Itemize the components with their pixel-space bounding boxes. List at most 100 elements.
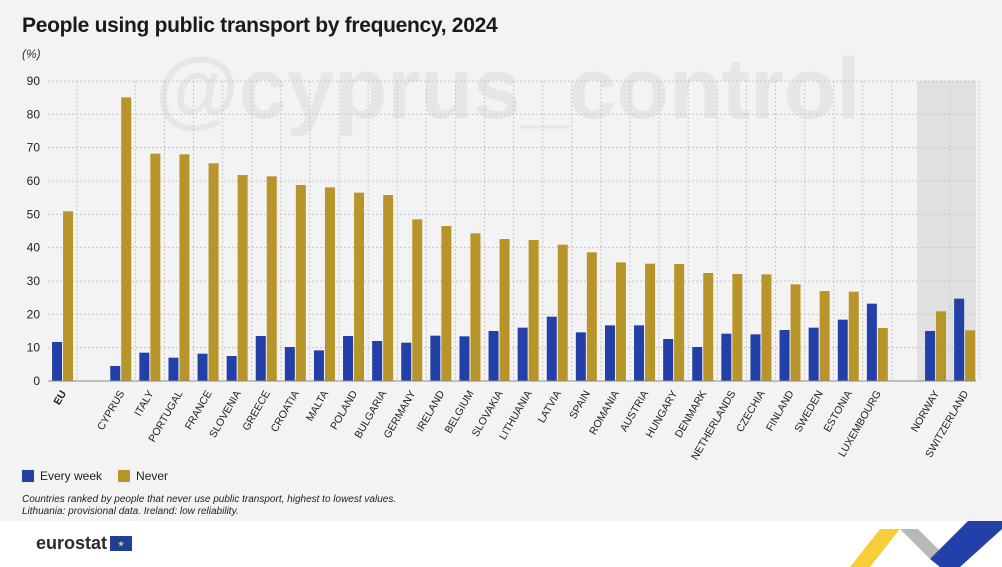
legend-item-never: Never	[118, 469, 168, 483]
bar-every-week	[604, 325, 615, 381]
x-tick-label: CROATIA	[269, 389, 302, 435]
bar-never	[499, 239, 510, 381]
bar-never	[703, 273, 714, 381]
bar-every-week	[517, 327, 528, 381]
bar-every-week	[226, 356, 237, 381]
x-tick-label: ITALY	[132, 389, 156, 419]
bar-every-week	[284, 347, 295, 381]
bar-every-week	[692, 347, 703, 381]
bar-never	[63, 211, 74, 381]
bar-every-week	[139, 352, 150, 381]
legend-swatch-never	[118, 470, 131, 482]
bar-never	[877, 328, 888, 381]
x-tick-label: FRANCE	[183, 389, 215, 432]
y-tick-label: 40	[27, 241, 41, 255]
bar-every-week	[168, 357, 179, 381]
bar-never	[761, 274, 772, 381]
bar-every-week	[110, 366, 121, 381]
bar-every-week	[430, 335, 441, 381]
x-tick-label: EU	[51, 389, 69, 408]
bar-every-week	[197, 353, 208, 381]
eu-flag-icon: ★	[110, 536, 133, 551]
bar-every-week	[634, 325, 645, 381]
bar-never	[354, 192, 365, 381]
bar-every-week	[343, 336, 354, 381]
y-tick-label: 0	[33, 374, 40, 388]
bar-never	[383, 195, 394, 381]
bar-never	[732, 274, 743, 381]
eurostat-logo: eurostat ★	[36, 533, 133, 554]
bar-never	[848, 291, 859, 381]
footer-bar	[0, 521, 1002, 567]
y-tick-label: 30	[27, 274, 41, 288]
x-tick-label: ROMANIA	[587, 389, 622, 437]
bar-every-week	[372, 341, 383, 381]
y-tick-label: 10	[27, 341, 41, 355]
footnote-line-1: Countries ranked by people that never us…	[22, 494, 397, 505]
bar-every-week	[837, 319, 848, 381]
bar-never	[615, 262, 626, 381]
bar-every-week	[255, 336, 266, 381]
bar-never	[208, 163, 219, 381]
bar-never	[586, 252, 597, 381]
bar-every-week	[721, 333, 732, 381]
bar-never	[412, 219, 423, 381]
legend-swatch-every-week	[22, 470, 34, 482]
bar-never	[295, 185, 306, 381]
x-tick-label: IRELAND	[414, 388, 447, 434]
bar-never	[237, 175, 248, 381]
footnote-line-2: Lithuania: provisional data. Ireland: lo…	[22, 506, 239, 517]
x-tick-label: SPAIN	[567, 389, 593, 422]
bar-never	[441, 226, 452, 381]
bar-every-week	[488, 331, 499, 381]
bar-never	[179, 154, 190, 381]
logo-text: eurostat	[36, 533, 108, 553]
bar-never	[674, 264, 685, 381]
x-tick-label: POLAND	[328, 388, 360, 432]
bar-every-week	[575, 332, 586, 381]
footnote: Countries ranked by people that never us…	[22, 494, 396, 518]
bar-every-week	[808, 327, 819, 381]
bar-every-week	[925, 331, 936, 381]
x-tick-label: SWEDEN	[792, 389, 825, 435]
x-tick-label: CZECHIA	[734, 389, 767, 435]
legend-label-never: Never	[136, 469, 169, 483]
bar-every-week	[750, 334, 761, 381]
bar-never	[470, 233, 481, 381]
legend: Every week Never	[22, 469, 184, 483]
bar-every-week	[779, 330, 790, 381]
bar-never	[150, 153, 161, 381]
bar-every-week	[313, 350, 324, 381]
x-tick-label: ESTONIA	[822, 389, 855, 435]
unit-label: (%)	[22, 47, 41, 61]
bar-never	[965, 330, 976, 381]
bar-every-week	[52, 342, 63, 381]
x-tick-label: MALTA	[304, 389, 331, 424]
x-tick-label: AUSTRIA	[618, 389, 651, 434]
legend-label-every-week: Every week	[40, 469, 103, 483]
bar-never	[645, 263, 656, 381]
bar-never	[121, 97, 132, 382]
bar-every-week	[546, 316, 557, 381]
x-tick-label: NORWAY	[909, 389, 942, 435]
bar-never	[819, 291, 830, 381]
y-tick-label: 20	[27, 307, 41, 321]
x-tick-label: FINLAND	[764, 388, 797, 433]
y-tick-label: 50	[27, 207, 41, 221]
bar-never	[528, 240, 539, 381]
bar-never	[936, 311, 947, 381]
y-tick-label: 90	[27, 74, 41, 88]
x-tick-label: LATVIA	[536, 389, 564, 426]
legend-item-every-week: Every week	[22, 469, 102, 483]
x-tick-label: GREECE	[240, 389, 273, 433]
bar-every-week	[459, 336, 470, 381]
bar-never	[324, 187, 335, 381]
bar-every-week	[663, 339, 674, 381]
x-tick-label: CYPRUS	[95, 389, 127, 433]
bar-never	[790, 284, 801, 381]
chart-title: People using public transport by frequen…	[22, 14, 498, 37]
y-tick-label: 80	[27, 107, 41, 121]
bar-every-week	[866, 303, 877, 381]
bar-every-week	[954, 298, 965, 381]
